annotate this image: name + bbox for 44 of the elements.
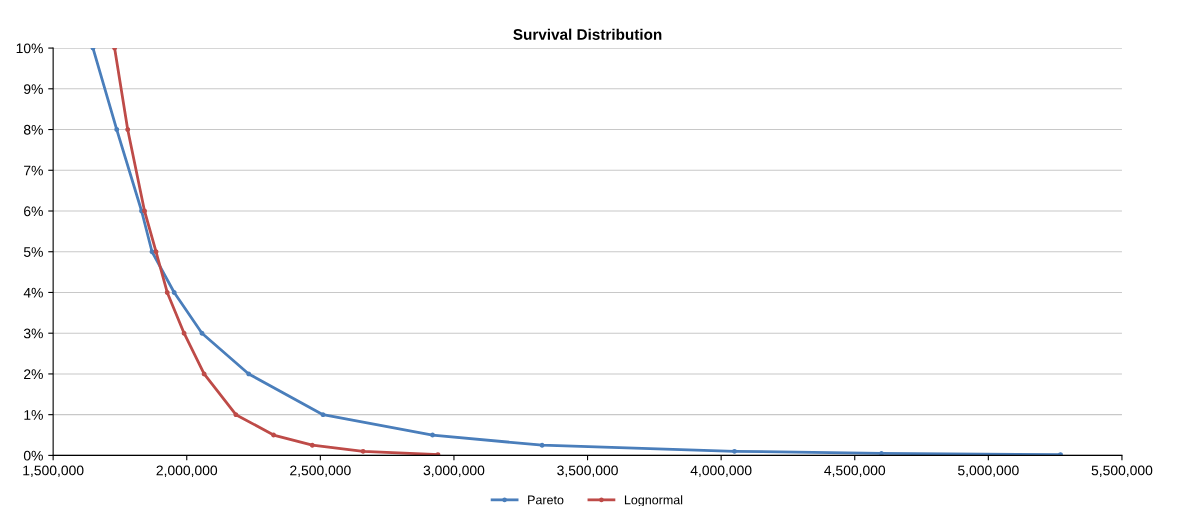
point	[199, 330, 205, 336]
x-tick-label: 4,500,000	[824, 465, 886, 477]
point	[309, 442, 315, 448]
point	[732, 448, 737, 454]
x-tick-label: 3,500,000	[557, 465, 618, 477]
point	[233, 412, 239, 418]
point	[125, 127, 131, 132]
point	[114, 127, 120, 132]
point	[201, 371, 207, 377]
x-tick-label: 2,500,000	[290, 465, 351, 477]
point	[430, 432, 436, 438]
y-tick-label: 3%	[23, 328, 43, 339]
y-tick-label: 0%	[23, 450, 43, 461]
point	[164, 290, 170, 295]
point	[320, 412, 326, 418]
x-tick-label: 5,500,000	[1091, 465, 1153, 477]
point	[435, 452, 441, 456]
y-tick-label: 1%	[24, 410, 43, 420]
point	[271, 432, 277, 438]
y-tick-label: 2%	[24, 369, 43, 380]
x-tick-label: 5,000,000	[958, 465, 1019, 477]
x-tick-label: 3,000,000	[423, 465, 485, 477]
point	[171, 290, 177, 295]
legend-label: Lognormal	[624, 495, 683, 506]
point	[149, 249, 155, 255]
y-tick-label: 9%	[24, 84, 43, 94]
point	[360, 448, 366, 454]
x-tick-label: 4,000,000	[690, 465, 752, 477]
point	[246, 371, 252, 377]
chart-title: Survival Distribution	[513, 28, 662, 40]
y-tick-label: 5%	[23, 247, 43, 257]
point	[1058, 452, 1063, 456]
point	[539, 442, 545, 448]
point	[879, 450, 884, 456]
y-tick-label: 10%	[16, 43, 43, 54]
x-tick-label: 2,000,000	[156, 465, 218, 477]
y-tick-label: 4%	[23, 287, 43, 298]
y-tick-label: 6%	[24, 206, 43, 217]
y-tick-label: 8%	[23, 124, 43, 135]
legend-label: Pareto	[528, 495, 564, 505]
point	[181, 330, 187, 336]
x-tick-label: 1,500,000	[23, 465, 84, 477]
y-tick-label: 7%	[24, 165, 43, 176]
point	[153, 249, 159, 255]
